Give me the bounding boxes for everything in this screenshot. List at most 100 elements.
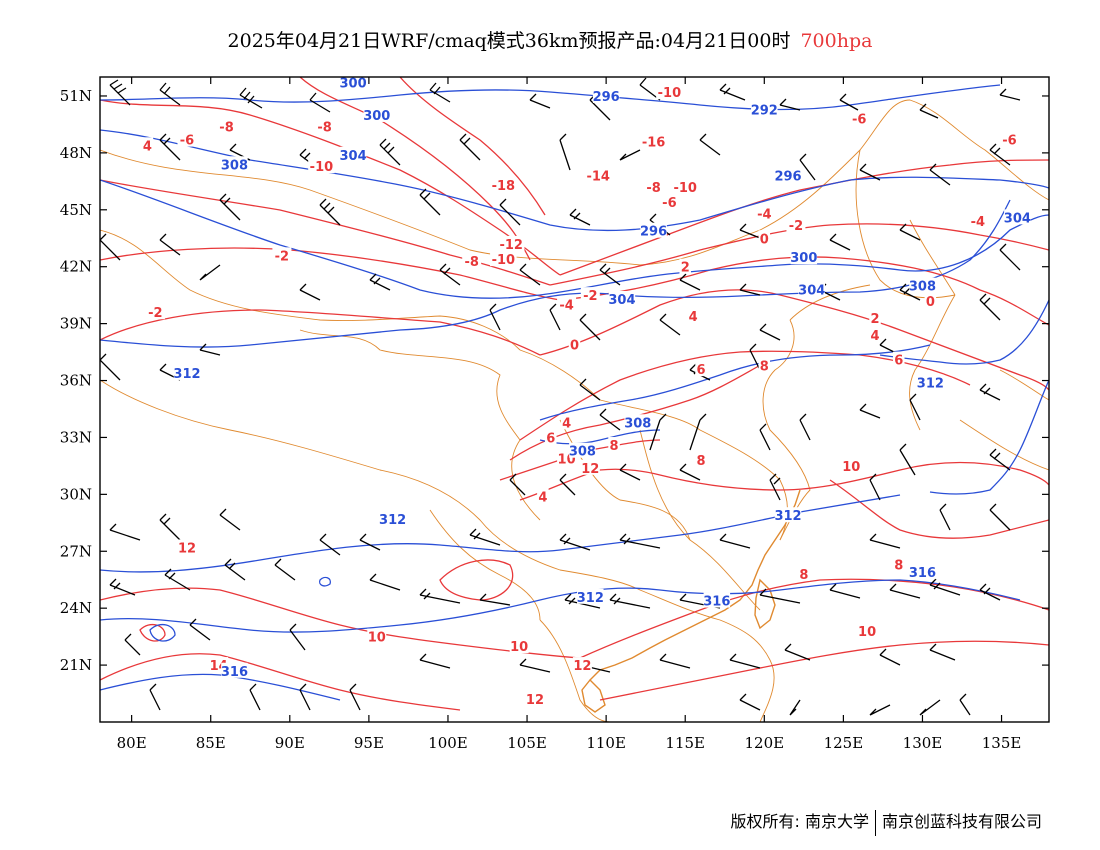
temperature-contour-label: -2 (275, 249, 289, 264)
temperature-contour-label: -8 (646, 181, 660, 196)
lon-label: 115E (665, 734, 705, 752)
contour-label-bg (869, 309, 881, 325)
temperature-contour-label: -2 (789, 219, 803, 234)
contour-label-bg (841, 457, 861, 473)
temperature-contour-label: 0 (570, 338, 579, 353)
height-contour-label: 316 (909, 566, 936, 581)
lat-label: 42N (60, 258, 92, 276)
contour-label-bg (462, 253, 482, 269)
contour-label-bg (572, 657, 592, 673)
contour-label-bg (339, 146, 367, 162)
temperature-contour-label: -10 (310, 160, 334, 175)
contour-label-bg (580, 459, 600, 475)
contour-label-bg (580, 287, 600, 303)
height-contour-label: 296 (593, 90, 620, 105)
contour-label-bg (624, 414, 652, 430)
lat-label: 30N (60, 485, 92, 503)
lon-label: 125E (824, 734, 864, 752)
contour-label-bg (790, 249, 818, 265)
height-contour-label: 304 (339, 149, 366, 164)
contour-label-bg (754, 205, 774, 221)
pressure-level: 700hpa (800, 30, 873, 52)
temperature-contour-label: 8 (760, 359, 769, 374)
temperature-contour-label: -4 (559, 299, 573, 314)
temperature-contour-label: 4 (538, 490, 547, 505)
contour-label-bg (557, 296, 577, 312)
height-contour-label: 308 (569, 445, 596, 460)
temperature-contour-label: -2 (583, 289, 597, 304)
contour-label-bg (490, 177, 517, 193)
contour-label-bg (798, 566, 810, 582)
temperature-contour-label: 8 (697, 454, 706, 469)
wind-barbs (100, 77, 1021, 716)
height-contour-label: 300 (363, 109, 390, 124)
contour-label-bg (774, 507, 802, 523)
contour-label-bg (695, 361, 707, 377)
temperature-contour-label: 4 (562, 416, 571, 431)
height-contour-label: 312 (173, 367, 200, 382)
contour-label-bg (640, 133, 667, 149)
lat-label: 45N (60, 201, 92, 219)
temperature-contour-label: 4 (689, 310, 698, 325)
contour-label-bg (490, 251, 517, 267)
lon-label: 100E (428, 734, 468, 752)
temperature-contour-label: -8 (219, 120, 233, 135)
lon-label: 95E (354, 734, 384, 752)
contour-label-bg (525, 691, 545, 707)
temperature-contour-label: 2 (870, 312, 879, 327)
lon-label: 110E (586, 734, 626, 752)
contour-label-bg (774, 167, 802, 183)
temperature-contour-label: 8 (610, 439, 619, 454)
contour-label-bg (968, 213, 988, 229)
contour-label-bg (917, 374, 944, 390)
height-contour-label: 312 (774, 509, 801, 524)
temperature-contour-label: -6 (180, 134, 194, 149)
height-contour-label: 316 (703, 595, 730, 610)
contour-label-bg (758, 357, 771, 373)
contour-label-bg (363, 106, 391, 122)
contour-label-bg (221, 156, 248, 172)
temperature-contour-label: 12 (178, 541, 196, 556)
temperature-contour-label: -2 (148, 306, 162, 321)
lat-label: 33N (60, 428, 92, 446)
contour-label-bg (786, 216, 806, 232)
temperature-contour-label: -8 (464, 255, 478, 270)
temperature-contour-label: 6 (697, 363, 706, 378)
map-plot-area: -8 -8-6-10-10-16-18-14-8 -10-6-4-20-12-10-… (100, 77, 1049, 722)
temperature-contour-label: -10 (658, 86, 682, 101)
contour-label-bg (173, 364, 201, 380)
title-main: 2025年04月21日WRF/cmaq模式36km预报产品:04月21日00时 (227, 30, 791, 52)
contour-label-bg (687, 308, 699, 324)
lon-label: 105E (507, 734, 547, 752)
contour-label-bg (909, 277, 936, 293)
contour-label-bg (592, 87, 620, 103)
contour-label-bg (869, 327, 881, 342)
contour-label-bg (568, 336, 581, 352)
contour-label-bg (999, 131, 1019, 147)
temperature-contour-label: 12 (581, 462, 599, 477)
height-contour-label: 300 (339, 77, 366, 92)
copyright-left: 版权所有: 南京大学 (730, 812, 869, 831)
contour-label-bg (141, 137, 154, 153)
contour-label-bg (221, 662, 248, 678)
lat-label: 24N (60, 599, 92, 617)
temperature-contour-label: 4 (143, 139, 152, 154)
copyright-footer: 版权所有: 南京大学 南京创蓝科技有限公司 (730, 808, 1042, 836)
temperature-contour-label: 8 (894, 559, 903, 574)
lon-label: 85E (196, 734, 226, 752)
contour-label-bg (217, 118, 237, 134)
temperature-contour-label: -4 (971, 215, 985, 230)
temperature-contour-label: -12 (499, 238, 523, 253)
contour-label-bg (569, 442, 596, 458)
height-contour-label: 316 (221, 665, 248, 680)
height-contour-label: 304 (1004, 211, 1031, 226)
lat-label: 48N (60, 144, 92, 162)
contour-label-bg (537, 488, 549, 504)
lon-label: 80E (117, 734, 147, 752)
height-contour-label: 308 (909, 280, 936, 295)
contour-label-bg (1004, 209, 1031, 225)
height-contour-label: 296 (774, 170, 801, 185)
temperature-contour-label: 12 (526, 693, 544, 708)
contour-label-bg (379, 511, 406, 527)
contour-label-bg (671, 179, 699, 195)
